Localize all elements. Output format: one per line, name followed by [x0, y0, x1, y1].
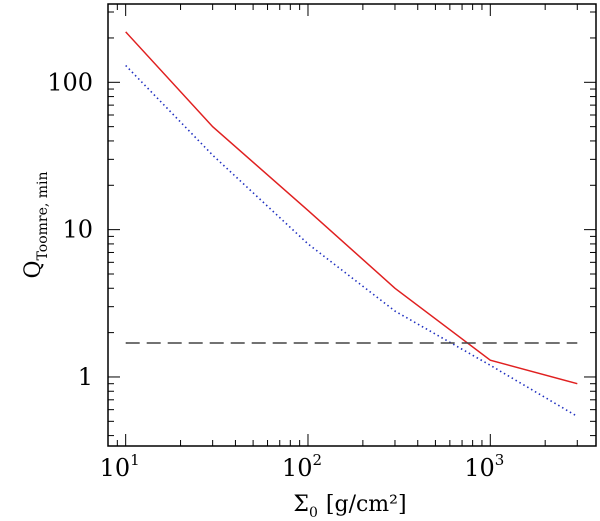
x-tick-base: 10 — [464, 454, 495, 482]
x-tick-exponent: 3 — [495, 451, 505, 469]
ticks — [107, 4, 596, 446]
y-tick-label: 10 — [62, 216, 93, 244]
x-axis-symbol: Σ — [293, 492, 309, 517]
x-axis-title: Σ0 [g/cm²] — [293, 492, 406, 521]
x-tick-label: 103 — [464, 451, 504, 482]
x-tick-base: 10 — [100, 454, 131, 482]
series-group — [125, 31, 578, 418]
x-tick-base: 10 — [282, 454, 313, 482]
x-tick-exponent: 1 — [130, 451, 140, 469]
y-tick-label: 1 — [78, 363, 93, 391]
x-tick-label: 101 — [100, 451, 140, 482]
series-line-solid — [125, 31, 578, 385]
x-axis-subscript: 0 — [309, 505, 318, 521]
x-tick-exponent: 2 — [312, 451, 322, 469]
y-axis-title: QToomre, min — [21, 171, 51, 278]
y-tick-label: 100 — [47, 68, 93, 96]
x-axis-unit: [g/cm²] — [326, 492, 407, 517]
y-axis-subscript: Toomre, min — [35, 171, 51, 260]
x-tick-label: 102 — [282, 451, 322, 482]
series-line-dotted — [125, 64, 578, 418]
y-axis-symbol: Q — [21, 260, 46, 278]
plot-frame — [107, 3, 597, 447]
